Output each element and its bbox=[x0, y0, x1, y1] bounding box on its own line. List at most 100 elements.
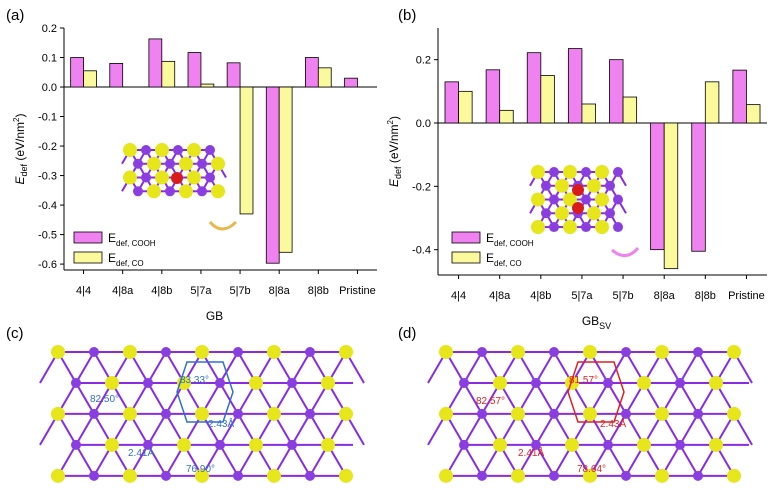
mo-atom bbox=[549, 167, 559, 177]
legend-label: Edef, CO bbox=[108, 251, 144, 268]
bar bbox=[305, 57, 319, 88]
mo-atom bbox=[141, 145, 151, 155]
s-atom bbox=[439, 345, 453, 359]
mo-atom bbox=[89, 470, 99, 481]
panel-label-d: (d) bbox=[398, 325, 416, 342]
grain-boundary-ring bbox=[176, 361, 234, 423]
mo-atom bbox=[549, 408, 559, 419]
bar bbox=[540, 75, 555, 124]
bond bbox=[147, 413, 167, 446]
distance-label-c-1: 2.43Å bbox=[208, 417, 234, 430]
bar bbox=[278, 86, 293, 253]
x-tick-label: 5|7a bbox=[190, 285, 212, 297]
bond bbox=[219, 382, 239, 415]
s-atom bbox=[637, 437, 651, 452]
inset-molecule-a bbox=[121, 143, 238, 231]
y-tick-label: 0.2 bbox=[416, 55, 431, 67]
s-atom bbox=[655, 345, 669, 359]
legend-swatch bbox=[451, 251, 481, 264]
s-atom bbox=[321, 375, 335, 390]
bond bbox=[75, 444, 95, 477]
bond bbox=[607, 413, 627, 446]
mo-atom bbox=[541, 180, 551, 191]
bar bbox=[567, 48, 583, 124]
adsorbate-atom bbox=[572, 184, 584, 196]
chart-a: -0.6 -0.5 -0.4 -0.3 -0.2 -0.1 0.0 0.1 0.2 4|4 4|8a… bbox=[12, 23, 377, 323]
y-axis-label: Edef (eV/nm2) bbox=[12, 114, 29, 185]
s-atom bbox=[123, 143, 137, 157]
mo-atom bbox=[541, 208, 551, 219]
distance-label-c-2: 2.41Å bbox=[128, 446, 154, 459]
bar bbox=[70, 57, 84, 88]
y-tick-label: -0.4 bbox=[412, 245, 431, 257]
angle-label-d-1: 81.57° bbox=[569, 375, 598, 386]
legend-label: Edef, COOH bbox=[108, 231, 156, 248]
bond bbox=[219, 444, 239, 477]
mo-atom bbox=[161, 470, 171, 481]
s-atom bbox=[709, 437, 723, 452]
bar bbox=[109, 63, 124, 88]
s-atom bbox=[727, 406, 741, 421]
bond bbox=[291, 444, 311, 477]
mo-atom bbox=[549, 347, 559, 357]
y-tick-label: 0.1 bbox=[42, 53, 57, 65]
bar bbox=[148, 38, 163, 88]
y-tick-label: -0.5 bbox=[38, 230, 57, 242]
y-tick-label: 0.2 bbox=[42, 23, 57, 35]
mo-atom bbox=[141, 172, 151, 183]
bond bbox=[463, 413, 483, 446]
s-atom bbox=[267, 468, 281, 483]
mo-atom bbox=[305, 470, 315, 481]
s-atom bbox=[709, 375, 723, 390]
mo-atom bbox=[205, 145, 215, 155]
bond bbox=[679, 413, 699, 446]
bar bbox=[239, 86, 254, 215]
mo-atom bbox=[581, 222, 591, 233]
bond bbox=[535, 382, 555, 415]
s-atom bbox=[511, 468, 525, 483]
bond bbox=[291, 382, 311, 415]
s-atom bbox=[195, 345, 209, 359]
mo-atom bbox=[477, 347, 487, 357]
y-tick-label: -0.1 bbox=[38, 112, 57, 124]
mo-atom bbox=[675, 439, 685, 450]
mo-atom bbox=[581, 167, 591, 177]
s-atom bbox=[531, 192, 545, 207]
s-atom bbox=[439, 406, 453, 421]
s-atom bbox=[187, 143, 201, 157]
y-tick-label: 0.0 bbox=[42, 82, 57, 94]
s-atom bbox=[123, 170, 137, 185]
angle-label-d-2: 82.57° bbox=[476, 396, 505, 407]
mo-atom bbox=[531, 439, 541, 450]
s-atom bbox=[339, 345, 353, 359]
mo-atom bbox=[603, 439, 613, 450]
mo-atom bbox=[613, 167, 623, 177]
s-atom bbox=[267, 406, 281, 421]
bond bbox=[679, 351, 699, 384]
legend-swatch bbox=[73, 251, 103, 264]
annotations-c: 83.33° 82.50° 2.43Å 2.41Å 76.90° bbox=[90, 375, 234, 475]
bar bbox=[317, 67, 332, 88]
bond bbox=[147, 382, 167, 415]
y-tick-label: -0.3 bbox=[38, 171, 57, 183]
angle-label-c-3: 76.90° bbox=[186, 464, 215, 475]
s-atom bbox=[339, 406, 353, 421]
mo-atom bbox=[675, 377, 685, 388]
mo-atom bbox=[459, 377, 469, 388]
mo-atom bbox=[693, 470, 703, 481]
bar bbox=[704, 81, 720, 124]
s-atom bbox=[511, 345, 525, 359]
bond bbox=[535, 351, 555, 384]
angle-label-c-1: 83.33° bbox=[180, 375, 209, 386]
x-tick-label: 4|4 bbox=[76, 285, 91, 297]
s-atom bbox=[565, 375, 579, 390]
s-atom bbox=[655, 468, 669, 483]
bond bbox=[463, 351, 483, 384]
bar bbox=[161, 60, 176, 88]
panel-label-c: (c) bbox=[6, 325, 24, 342]
s-atom bbox=[211, 184, 225, 199]
y-tick-label: 0.0 bbox=[416, 118, 431, 130]
y-tick-label: -0.6 bbox=[38, 259, 57, 271]
bond bbox=[535, 413, 555, 446]
s-atom bbox=[583, 406, 597, 421]
